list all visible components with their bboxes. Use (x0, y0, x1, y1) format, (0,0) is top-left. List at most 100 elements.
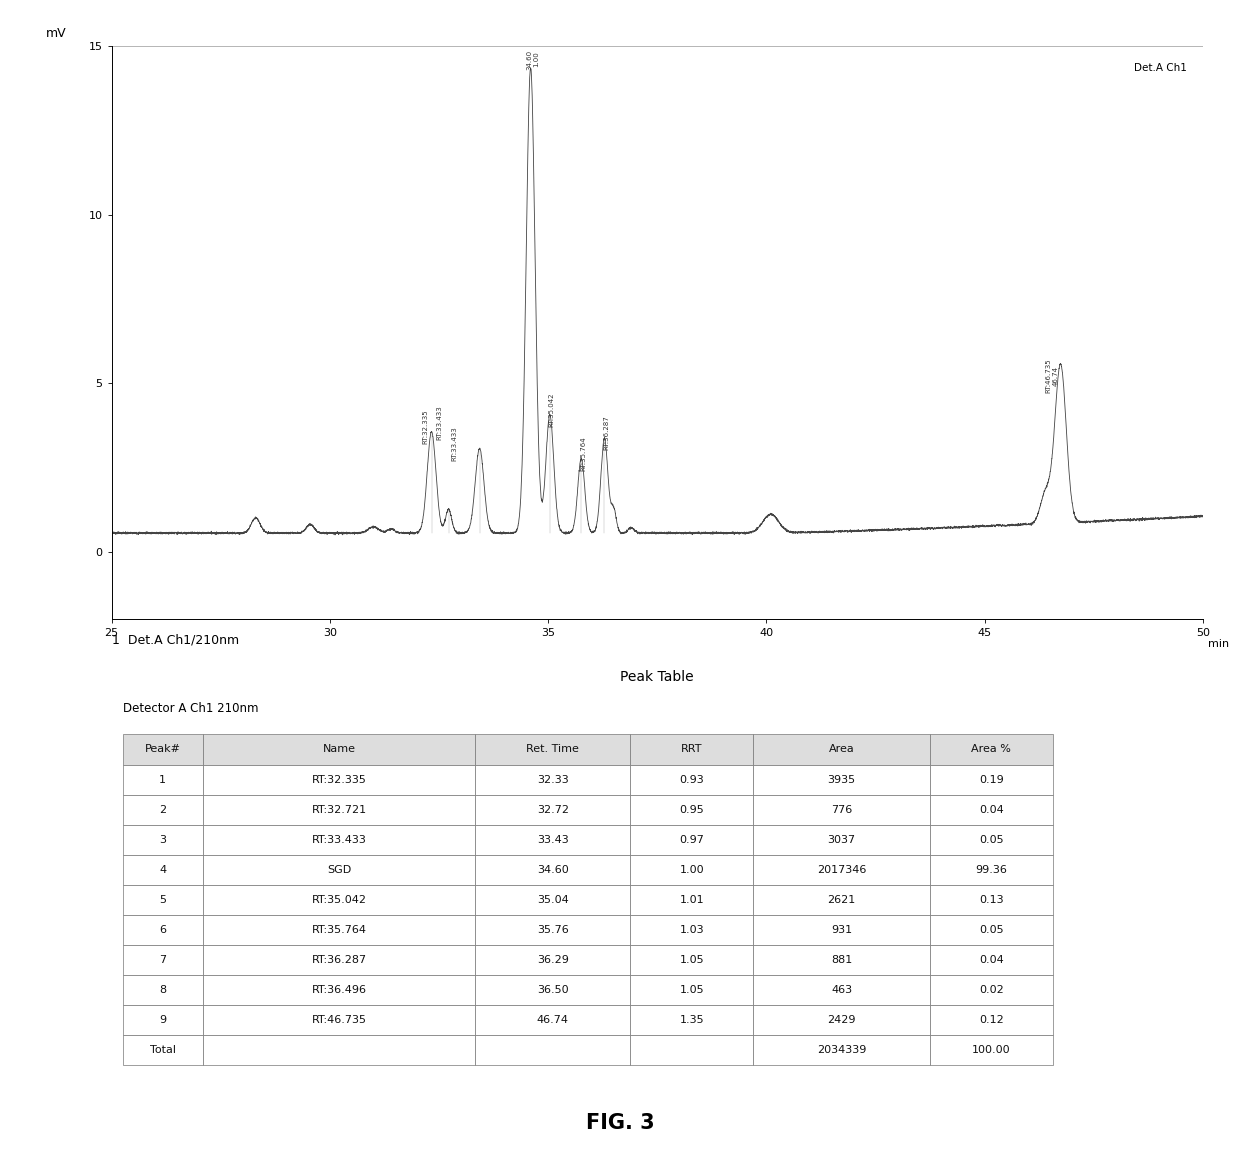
Text: Ret. Time: Ret. Time (527, 744, 579, 754)
Text: 1  Det.A Ch1/210nm: 1 Det.A Ch1/210nm (112, 632, 239, 646)
Text: 35.04: 35.04 (537, 895, 569, 905)
Text: 3935: 3935 (827, 775, 856, 784)
Text: 7: 7 (159, 956, 166, 965)
Bar (754, 795, 930, 825)
Bar (754, 854, 930, 884)
Text: 0.95: 0.95 (680, 805, 704, 814)
Bar (202, 945, 475, 975)
Text: Detector A Ch1 210nm: Detector A Ch1 210nm (123, 703, 258, 715)
Bar (930, 1035, 1053, 1065)
Bar (202, 825, 475, 854)
Text: 1: 1 (159, 775, 166, 784)
Bar (630, 945, 754, 975)
Text: RT:36.287: RT:36.287 (311, 956, 367, 965)
Text: 2017346: 2017346 (817, 865, 867, 875)
Bar (630, 1035, 754, 1065)
Bar (754, 1035, 930, 1065)
Bar (754, 945, 930, 975)
Bar (123, 975, 202, 1005)
Bar (930, 884, 1053, 915)
Text: RT:33.433: RT:33.433 (451, 426, 458, 460)
Bar (930, 945, 1053, 975)
Bar (202, 765, 475, 795)
Bar (475, 765, 630, 795)
Text: 463: 463 (831, 986, 852, 995)
Bar (202, 915, 475, 945)
Bar (754, 975, 930, 1005)
Bar (930, 795, 1053, 825)
Text: RT:36.496: RT:36.496 (311, 986, 367, 995)
Text: 1.35: 1.35 (680, 1015, 704, 1026)
Bar (202, 854, 475, 884)
Text: 2: 2 (159, 805, 166, 814)
Bar (475, 735, 630, 765)
Bar (123, 1005, 202, 1035)
Text: RT:35.764: RT:35.764 (580, 436, 587, 470)
Text: 46.74: 46.74 (537, 1015, 569, 1026)
Text: Area %: Area % (971, 744, 1012, 754)
Text: 0.97: 0.97 (680, 835, 704, 845)
Bar (123, 915, 202, 945)
Text: RT:46.735: RT:46.735 (311, 1015, 367, 1026)
Text: 99.36: 99.36 (976, 865, 1007, 875)
Text: Name: Name (322, 744, 356, 754)
Text: 0.04: 0.04 (980, 805, 1003, 814)
Bar (202, 1035, 475, 1065)
Bar (202, 795, 475, 825)
Bar (630, 915, 754, 945)
Text: 3: 3 (159, 835, 166, 845)
Text: RT:46.735
46.74: RT:46.735 46.74 (1045, 359, 1059, 393)
Text: 2621: 2621 (827, 895, 856, 905)
Text: 931: 931 (831, 925, 852, 935)
Text: 5: 5 (159, 895, 166, 905)
Text: 0.02: 0.02 (980, 986, 1003, 995)
Bar (123, 825, 202, 854)
Bar (930, 825, 1053, 854)
Bar (123, 795, 202, 825)
Bar (475, 945, 630, 975)
Text: 32.33: 32.33 (537, 775, 569, 784)
Text: Total: Total (150, 1045, 176, 1056)
Bar (475, 1005, 630, 1035)
Text: mV: mV (46, 28, 67, 40)
Bar (123, 735, 202, 765)
Bar (630, 735, 754, 765)
Text: RT:33.433: RT:33.433 (436, 406, 441, 440)
Text: 881: 881 (831, 956, 852, 965)
Bar (754, 884, 930, 915)
Text: 36.29: 36.29 (537, 956, 569, 965)
Bar (630, 975, 754, 1005)
Bar (475, 975, 630, 1005)
Bar (202, 735, 475, 765)
Bar (930, 915, 1053, 945)
Text: 776: 776 (831, 805, 852, 814)
Bar (630, 765, 754, 795)
Bar (930, 975, 1053, 1005)
Text: 0.05: 0.05 (980, 925, 1003, 935)
Bar (630, 854, 754, 884)
Text: 2034339: 2034339 (817, 1045, 867, 1056)
Bar (754, 915, 930, 945)
Bar (475, 825, 630, 854)
Text: 1.00: 1.00 (680, 865, 704, 875)
Text: 6: 6 (159, 925, 166, 935)
Bar (630, 825, 754, 854)
Text: 35.76: 35.76 (537, 925, 569, 935)
Text: 0.19: 0.19 (980, 775, 1003, 784)
Bar (202, 1005, 475, 1035)
Text: RT:35.042: RT:35.042 (311, 895, 367, 905)
Text: 0.12: 0.12 (980, 1015, 1003, 1026)
Bar (930, 765, 1053, 795)
Text: RT:36.287: RT:36.287 (603, 415, 609, 451)
Text: 36.50: 36.50 (537, 986, 569, 995)
Text: 0.05: 0.05 (980, 835, 1003, 845)
Bar (475, 915, 630, 945)
Bar (754, 765, 930, 795)
Text: 1.03: 1.03 (680, 925, 704, 935)
Text: min: min (1208, 639, 1229, 649)
Text: RT:32.335: RT:32.335 (311, 775, 367, 784)
Bar (930, 735, 1053, 765)
Bar (475, 795, 630, 825)
Text: Det.A Ch1: Det.A Ch1 (1133, 63, 1187, 74)
Text: RT:32.721: RT:32.721 (311, 805, 367, 814)
